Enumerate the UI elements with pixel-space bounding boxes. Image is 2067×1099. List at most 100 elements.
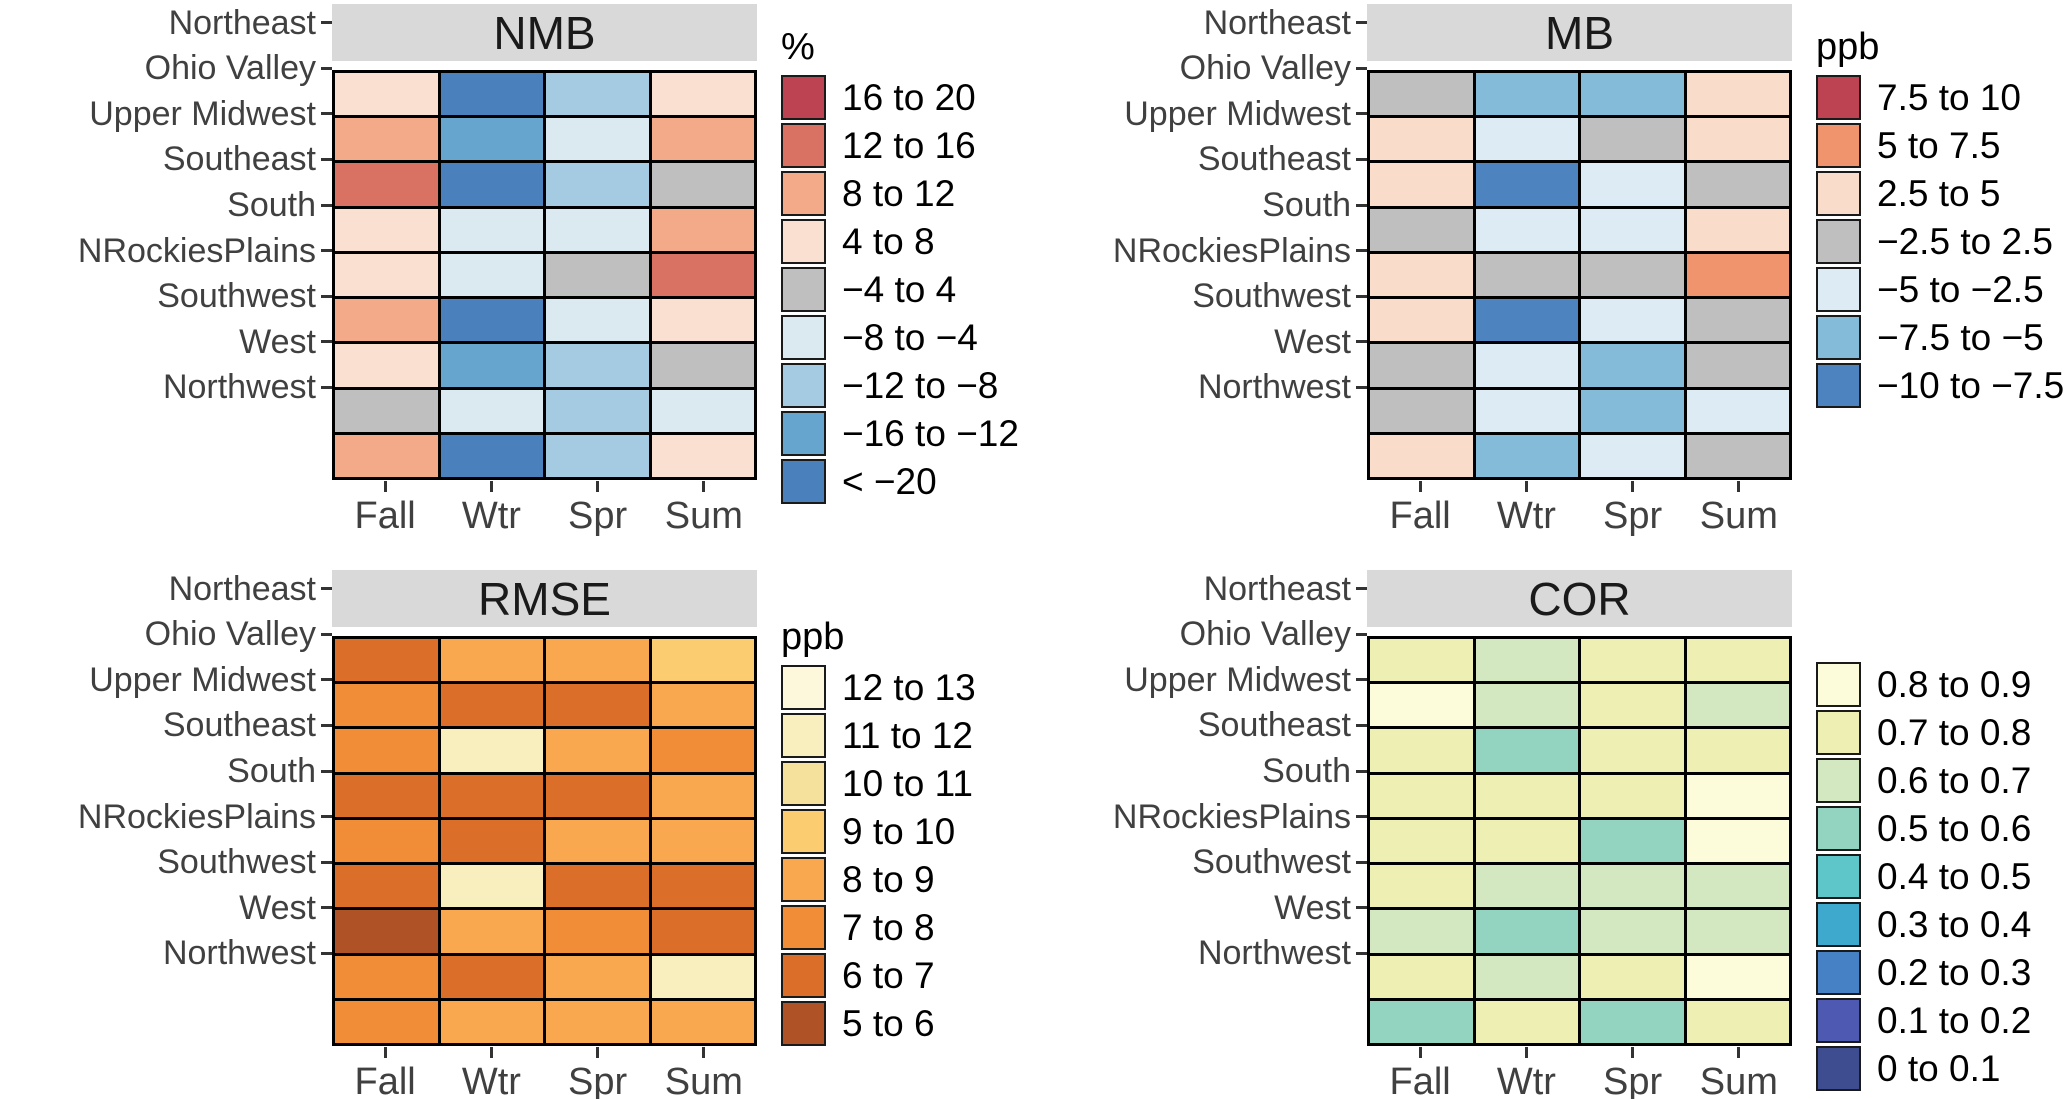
y-axis-tick [1356, 587, 1367, 591]
heatmap-cell [1581, 729, 1684, 772]
y-axis-tick [321, 723, 332, 727]
nmb-plot-area: NMB Fall Wtr Spr Sum [332, 0, 757, 538]
legend-item: 4 to 8 [781, 219, 1035, 264]
heatmap-cell [651, 208, 754, 251]
cor-plot-area: COR Fall Wtr Spr Sum [1367, 566, 1792, 1099]
y-axis-tick [321, 157, 332, 161]
heatmap-cell [1581, 955, 1684, 998]
heatmap-cell [1370, 955, 1473, 998]
heatmap-cell [651, 389, 754, 432]
legend-label: −8 to −4 [842, 316, 978, 358]
y-axis-tick [1356, 157, 1367, 161]
x-axis-label: Sum [651, 481, 757, 538]
heatmap-cell [1581, 73, 1684, 116]
heatmap-cell [1581, 118, 1684, 161]
y-axis-label-row: Southeast [0, 703, 332, 749]
region-label: Ohio Valley [144, 615, 316, 654]
legend-swatch [1816, 267, 1861, 312]
legend-label: 0.1 to 0.2 [1877, 999, 2032, 1041]
heatmap-cell [1370, 910, 1473, 953]
heatmap-cell [1686, 434, 1789, 477]
heatmap-cell [440, 865, 543, 908]
region-label: Ohio Valley [1179, 49, 1351, 88]
x-axis-label: Wtr [1473, 481, 1579, 538]
x-axis-label: Spr [545, 1047, 651, 1099]
heatmap-cell [1475, 389, 1578, 432]
heatmap-cell [1475, 253, 1578, 297]
heatmap-cell [440, 73, 543, 116]
rmse-legend: ppb 12 to 13 11 to 12 10 to 11 9 to 10 8 to … [757, 566, 1035, 1049]
cor-legend-items: 0.8 to 0.9 0.7 to 0.8 0.6 to 0.7 0.5 to 0.6… [1816, 662, 2067, 1091]
y-axis-label-row: Northeast [0, 0, 332, 46]
heatmap-cell [335, 639, 438, 682]
legend-label: 6 to 7 [842, 954, 935, 996]
mb-legend-title: ppb [1816, 26, 1880, 68]
nmb-legend: % 16 to 20 12 to 16 8 to 12 4 to 8 −4 to 4 −8… [757, 0, 1035, 507]
heatmap-cell [440, 344, 543, 387]
heatmap-cell [440, 819, 543, 863]
legend-item: 5 to 6 [781, 1001, 1035, 1046]
heatmap-cell [1370, 389, 1473, 432]
y-axis-label-row: Southwest [0, 273, 332, 319]
nmb-y-axis-labels: Northeast Ohio Valley Upper Midwest Southea… [0, 0, 332, 410]
y-axis-tick [1356, 340, 1367, 344]
heatmap-cell [546, 118, 649, 161]
mb-x-axis-labels: Fall Wtr Spr Sum [1367, 481, 1792, 538]
heatmap-cell [651, 253, 754, 297]
heatmap-cell [440, 389, 543, 432]
mb-heatmap-grid [1367, 70, 1792, 480]
heatmap-cell [1686, 910, 1789, 953]
legend-item: −7.5 to −5 [1816, 315, 2067, 360]
heatmap-cell [1370, 1000, 1473, 1043]
legend-swatch [781, 459, 826, 504]
nmb-legend-title: % [781, 26, 815, 68]
legend-item: 0.5 to 0.6 [1816, 806, 2067, 851]
region-label: South [227, 186, 316, 225]
heatmap-cell [1475, 955, 1578, 998]
region-label: Upper Midwest [89, 660, 316, 699]
heatmap-cell [1581, 684, 1684, 727]
heatmap-cell [1686, 118, 1789, 161]
cor-legend-title [1816, 616, 2067, 662]
season-label: Spr [1603, 495, 1663, 537]
heatmap-cell [440, 118, 543, 161]
y-axis-label-row: Northwest [1035, 365, 1367, 411]
legend-label: −12 to −8 [842, 364, 999, 406]
legend-label: −5 to −2.5 [1877, 268, 2044, 310]
legend-item: 0.4 to 0.5 [1816, 854, 2067, 899]
y-axis-tick [321, 860, 332, 864]
region-label: Southeast [1197, 140, 1351, 179]
heatmap-cell [546, 639, 649, 682]
heatmap-cell [1475, 208, 1578, 251]
heatmap-cell [546, 163, 649, 206]
legend-swatch [781, 665, 826, 710]
season-label: Fall [1389, 1061, 1451, 1099]
x-axis-tick [1737, 481, 1741, 492]
legend-item: 5 to 7.5 [1816, 123, 2067, 168]
heatmap-cell [546, 684, 649, 727]
y-axis-tick [321, 249, 332, 253]
y-axis-label-row: NRockiesPlains [1035, 228, 1367, 274]
heatmap-cell [335, 1000, 438, 1043]
heatmap-cell [335, 253, 438, 297]
legend-item: −2.5 to 2.5 [1816, 219, 2067, 264]
y-axis-tick [1356, 203, 1367, 207]
y-axis-label-row: Southeast [1035, 703, 1367, 749]
heatmap-cell [335, 819, 438, 863]
legend-swatch [781, 713, 826, 758]
legend-item: 16 to 20 [781, 75, 1035, 120]
region-label: Upper Midwest [1124, 660, 1351, 699]
x-axis-tick [702, 1047, 706, 1058]
legend-swatch [781, 363, 826, 408]
legend-label: 5 to 7.5 [1877, 124, 2001, 166]
y-axis-label-row: Southwest [1035, 273, 1367, 319]
x-axis-label: Spr [1580, 481, 1686, 538]
heatmap-cell [546, 73, 649, 116]
heatmap-cell [1370, 163, 1473, 206]
y-axis-tick [321, 769, 332, 773]
legend-swatch [781, 411, 826, 456]
region-label: Upper Midwest [89, 94, 316, 133]
panel-mb: Northeast Ohio Valley Upper Midwest Southea… [1035, 0, 2067, 558]
legend-label: 0.7 to 0.8 [1877, 711, 2032, 753]
